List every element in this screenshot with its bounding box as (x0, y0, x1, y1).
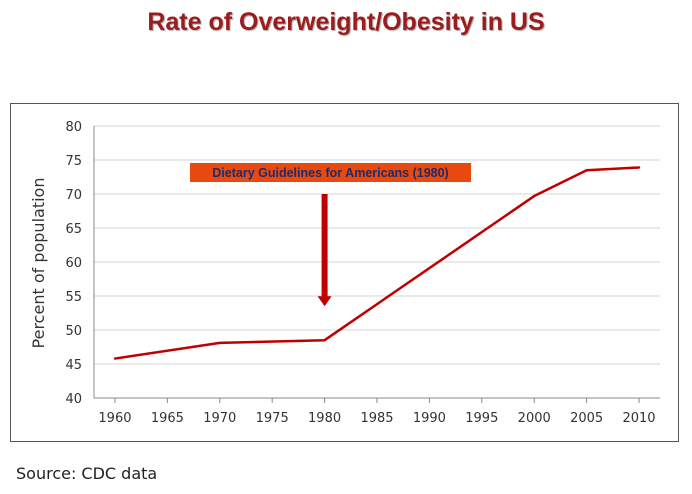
tick-labels: 40 45 50 55 60 65 70 75 80 1960 1965 1970 1975 1980 19… (65, 120, 655, 426)
data-point-0-3 (533, 194, 536, 198)
y-axis-label: Percent of population (29, 178, 48, 349)
x-tick-label-2010: 2010 (622, 411, 655, 426)
x-tick-label-1995: 1995 (465, 411, 498, 426)
x-tick-label-2000: 2000 (518, 411, 551, 426)
y-tick-label-40: 40 (65, 392, 82, 407)
data-point-0-0 (113, 357, 117, 360)
y-tick-label-50: 50 (65, 324, 82, 339)
annotation-layer: Dietary Guidelines for Americans (1980) (190, 163, 471, 307)
data-point-0-5 (637, 166, 641, 169)
x-tick-label-1960: 1960 (98, 411, 131, 426)
data-point-0-2 (323, 339, 326, 342)
annotation-label: Dietary Guidelines for Americans (1980) (212, 166, 448, 180)
x-tick-label-2005: 2005 (570, 411, 603, 426)
source-note: Source: CDC data (16, 464, 158, 483)
annotation-arrow-head (317, 296, 332, 307)
x-tick-label-1990: 1990 (413, 411, 446, 426)
series-layer (113, 166, 641, 360)
x-tick-label-1975: 1975 (256, 411, 289, 426)
y-tick-label-65: 65 (65, 222, 82, 237)
y-tick-label-80: 80 (65, 120, 82, 135)
series-line-0 (114, 166, 640, 360)
y-tick-label-70: 70 (65, 188, 82, 203)
x-tick-label-1980: 1980 (308, 411, 341, 426)
data-point-0-1 (218, 341, 221, 345)
y-tick-label-45: 45 (65, 358, 82, 373)
axes (93, 126, 660, 403)
data-point-0-4 (585, 169, 588, 172)
x-tick-label-1985: 1985 (360, 411, 393, 426)
annotation-box (190, 163, 471, 182)
y-tick-label-55: 55 (65, 290, 82, 305)
x-tick-label-1970: 1970 (203, 411, 236, 426)
y-tick-label-75: 75 (65, 154, 82, 169)
page-title: Rate of Overweight/Obesity in US (147, 8, 545, 36)
x-tick-label-1965: 1965 (151, 411, 184, 426)
y-tick-label-60: 60 (65, 256, 82, 271)
line-chart: 40 45 50 55 60 65 70 75 80 1960 1965 1970 1975 1980 19… (29, 120, 660, 426)
annotation-arrow-shaft (321, 194, 328, 298)
